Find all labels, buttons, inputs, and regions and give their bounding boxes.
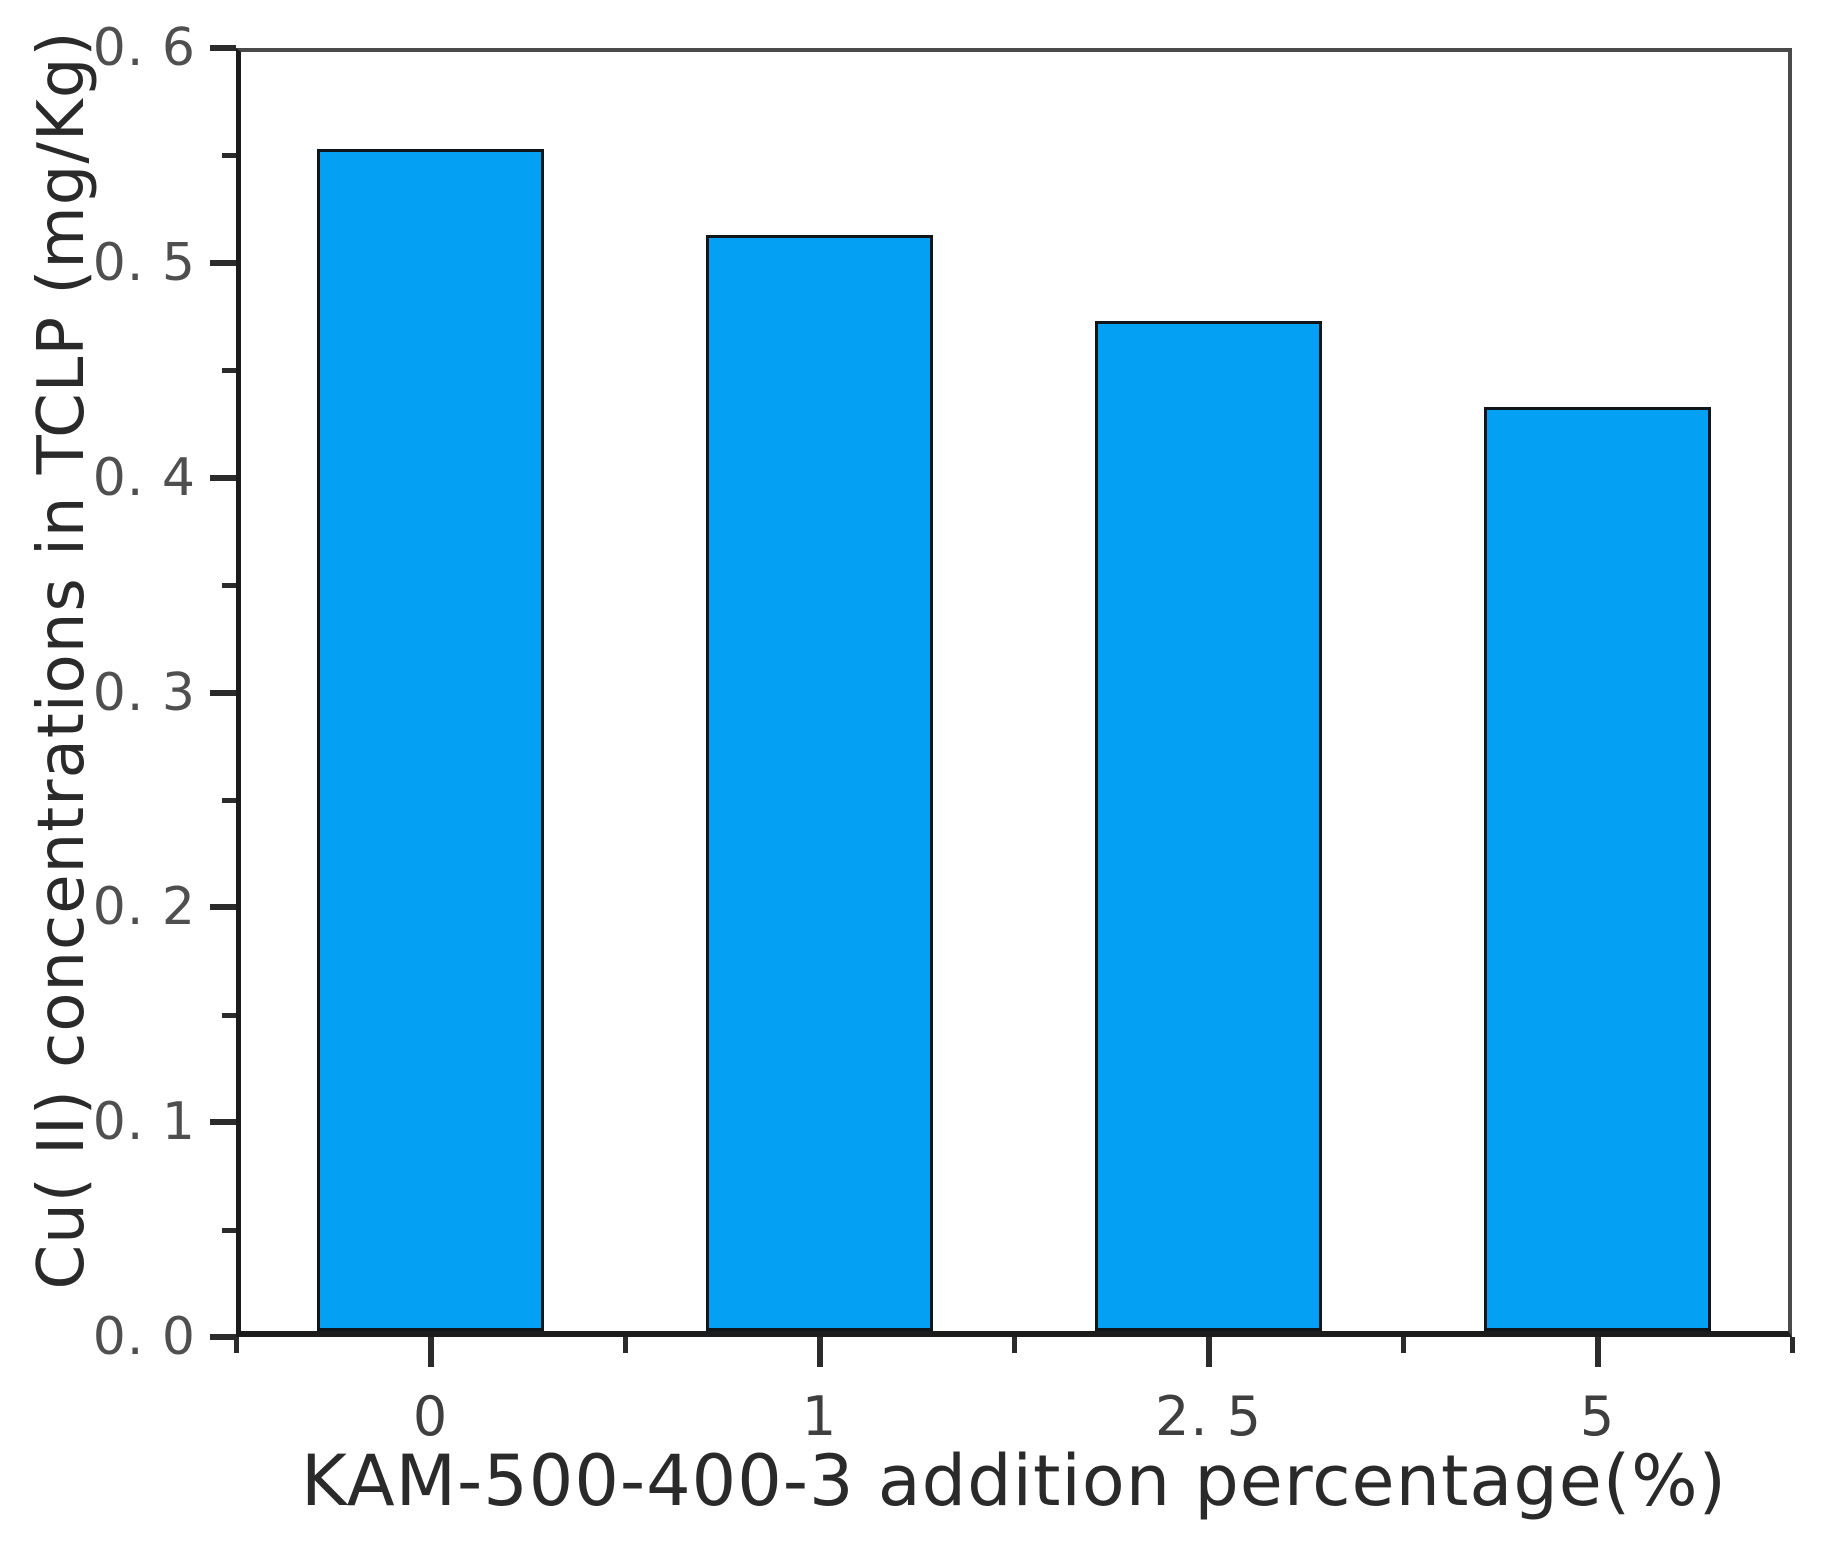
y-tick-label: 0. 3 [92,662,196,723]
y-tick [210,474,236,481]
y-tick [210,1119,236,1126]
y-tick-label: 0. 1 [92,1092,196,1153]
x-minor-tick [1400,1337,1406,1353]
y-tick-label: 0. 5 [92,232,196,293]
x-tick-label: 1 [801,1385,838,1448]
y-tick [210,1334,236,1340]
bar [705,235,934,1331]
y-tick [210,689,236,696]
y-minor-tick [222,1227,236,1233]
y-tick-label: 0. 0 [92,1307,196,1367]
y-minor-tick [222,1012,236,1018]
y-minor-tick [222,153,236,159]
y-tick-label: 0. 4 [92,447,196,508]
y-tick [210,904,236,911]
x-minor-tick [1789,1337,1795,1353]
x-tick [816,1337,823,1367]
x-tick-label: 0 [412,1385,449,1448]
x-minor-tick [233,1337,239,1353]
y-minor-tick [222,797,236,803]
y-tick-label: 0. 2 [92,877,196,938]
x-minor-tick [622,1337,628,1353]
bar [316,149,545,1331]
y-minor-tick [222,368,236,374]
x-tick [1205,1337,1212,1367]
y-minor-tick [222,583,236,589]
y-tick [210,259,236,266]
y-tick-label: 0. 6 [92,18,196,78]
x-tick-label: 2. 5 [1154,1385,1263,1448]
bar [1483,407,1712,1331]
x-minor-tick [1011,1337,1017,1353]
x-tick [1594,1337,1601,1367]
x-tick [427,1337,434,1367]
x-axis-label: KAM-500-400-3 addition percentage(%) [301,1440,1727,1522]
plot-area [236,48,1792,1337]
bar [1094,321,1323,1331]
y-tick [210,45,236,51]
x-tick-label: 5 [1579,1385,1616,1448]
